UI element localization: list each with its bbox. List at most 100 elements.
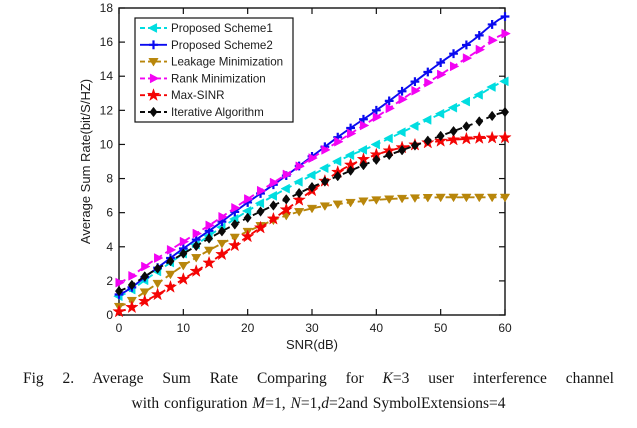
diamond-marker — [333, 170, 342, 182]
star-marker — [279, 202, 294, 216]
triangle-right-marker — [488, 35, 498, 46]
chart-area: 0 10 20 30 40 50 60 0 2 4 6 8 10 12 14 16 18 SNR(dB) Avera… — [78, 1, 512, 352]
triangle-right-marker — [347, 128, 357, 139]
diamond-marker — [359, 159, 368, 171]
caption-text: Fig 2. — [23, 370, 93, 387]
triangle-left-marker — [370, 139, 380, 150]
star-marker — [240, 229, 255, 243]
triangle-down-marker — [371, 196, 382, 205]
star-marker — [150, 287, 165, 301]
star-marker — [189, 264, 204, 278]
legend-triangle-down-marker — [148, 58, 159, 67]
triangle-right-marker — [231, 202, 241, 213]
triangle-left-marker — [473, 89, 483, 100]
triangle-right-marker — [282, 169, 293, 180]
triangle-left-marker — [447, 102, 458, 113]
star-marker — [215, 247, 229, 261]
triangle-right-marker — [308, 153, 318, 164]
caption-text: =3 user interference channel — [392, 370, 614, 387]
sum-rate-chart-svg: 0 10 20 30 40 50 60 0 2 4 6 8 10 12 14 16 18 SNR(dB) Avera… — [78, 1, 512, 352]
triangle-right-marker — [501, 28, 511, 39]
x-tick-label: 60 — [498, 321, 512, 335]
x-tick-label: 40 — [370, 321, 384, 335]
triangle-left-marker — [421, 114, 432, 125]
triangle-left-marker — [434, 108, 445, 119]
diamond-marker — [179, 248, 188, 259]
triangle-right-marker — [192, 228, 203, 239]
plus-marker — [474, 30, 484, 40]
star-marker — [176, 271, 191, 285]
triangle-down-marker — [216, 239, 228, 249]
triangle-right-marker — [372, 112, 383, 123]
triangle-left-marker — [409, 121, 419, 131]
triangle-left-marker — [357, 144, 368, 155]
triangle-right-marker — [115, 277, 125, 288]
triangle-right-marker — [398, 94, 408, 105]
triangle-right-marker — [128, 270, 138, 281]
x-tick-label: 50 — [434, 321, 448, 335]
legend-label: Leakage Minimization — [171, 56, 283, 69]
legend-label: Rank Minimization — [171, 72, 266, 85]
plus-marker — [500, 12, 510, 21]
diamond-marker — [410, 140, 419, 151]
caption-text: =1, — [265, 395, 291, 412]
y-tick-label: 6 — [106, 206, 113, 220]
plus-marker — [397, 86, 407, 96]
triangle-left-marker — [383, 133, 393, 144]
star-marker — [163, 279, 178, 293]
y-tick-label: 14 — [100, 69, 114, 83]
star-marker — [472, 130, 487, 144]
diamond-marker — [127, 279, 136, 291]
figure-caption: Fig 2. Average Sum Rate Comparing for K=… — [0, 366, 637, 416]
diamond-marker — [462, 121, 471, 132]
triangle-right-marker — [462, 53, 473, 64]
x-axis-label: SNR(dB) — [286, 337, 338, 352]
y-tick-label: 0 — [106, 308, 113, 322]
triangle-down-marker — [384, 195, 395, 205]
plus-marker — [449, 49, 458, 59]
triangle-left-marker — [280, 183, 290, 194]
legend-label: Iterative Algorithm — [171, 106, 264, 119]
caption-variable: M — [252, 395, 266, 412]
star-marker — [253, 220, 268, 234]
caption-variable: K — [382, 370, 393, 387]
triangle-right-marker — [411, 85, 421, 96]
plus-marker — [487, 20, 497, 29]
triangle-right-marker — [205, 220, 215, 231]
caption-variable: N — [290, 395, 301, 412]
triangle-down-marker — [319, 202, 331, 211]
triangle-down-marker — [474, 193, 485, 203]
star-marker — [112, 304, 126, 318]
triangle-down-marker — [191, 254, 202, 263]
triangle-right-marker — [244, 194, 254, 204]
star-marker — [202, 255, 216, 269]
caption-text: =1, — [300, 395, 322, 412]
y-tick-label: 10 — [100, 137, 114, 151]
y-tick-label: 16 — [100, 35, 114, 49]
y-tick-label: 2 — [106, 274, 113, 288]
diamond-marker — [243, 212, 252, 223]
plus-marker — [384, 96, 394, 106]
diamond-marker — [398, 145, 407, 156]
diamond-marker — [346, 165, 355, 176]
y-tick-label: 18 — [100, 1, 114, 15]
plus-marker — [462, 40, 471, 50]
triangle-left-marker — [396, 127, 406, 138]
caption-line-2: with configuration M=1, N=1,d=2and Symbo… — [0, 391, 637, 416]
legend-label: Proposed Scheme1 — [171, 22, 273, 35]
triangle-right-marker — [449, 61, 460, 72]
triangle-down-marker — [461, 193, 472, 203]
triangle-down-marker — [306, 204, 318, 214]
star-marker — [459, 131, 474, 145]
diamond-marker — [192, 240, 201, 252]
diamond-marker — [166, 255, 175, 267]
diamond-marker — [256, 206, 265, 217]
triangle-down-marker — [448, 193, 459, 203]
diamond-marker — [269, 200, 278, 211]
triangle-left-marker — [319, 163, 329, 174]
caption-line-1: Fig 2. Average Sum Rate Comparing for K=… — [0, 366, 637, 391]
triangle-right-marker — [166, 244, 177, 255]
triangle-left-marker — [254, 198, 265, 209]
triangle-down-marker — [396, 194, 408, 204]
